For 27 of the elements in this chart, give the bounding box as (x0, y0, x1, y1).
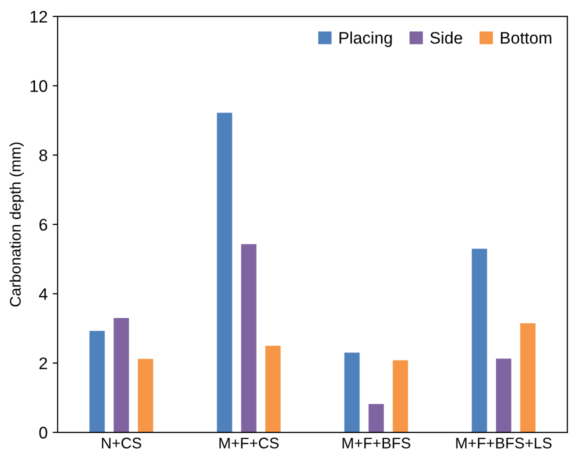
legend-label: Placing (340, 32, 392, 48)
bar (496, 358, 512, 432)
bar (344, 352, 360, 432)
y-tick-label: 4 (38, 288, 48, 300)
bar (241, 244, 256, 432)
x-tick-label: M+F+BFS+LS (456, 438, 552, 448)
y-axis-title: Carbonation depth (mm) (10, 142, 24, 306)
bar (89, 330, 105, 432)
x-tick-label: M+F+BFS (342, 438, 410, 448)
bar (368, 404, 384, 432)
y-tick-label: 12 (30, 10, 48, 22)
legend-label: Bottom (500, 32, 552, 44)
y-tick-label: 6 (39, 218, 48, 231)
bar (392, 360, 408, 432)
bar (216, 112, 232, 432)
y-tick-label: 0 (39, 426, 48, 439)
bar (138, 358, 154, 432)
bar (520, 323, 536, 432)
x-tick-label: N+CS (102, 438, 142, 448)
bar (114, 318, 129, 432)
y-tick-label: 8 (39, 150, 48, 162)
y-tick-label: 2 (39, 357, 48, 370)
y-tick-label: 10 (30, 80, 48, 92)
bar (265, 346, 281, 432)
legend-label: Side (430, 32, 462, 44)
bar (472, 248, 488, 432)
x-tick-label: M+F+CS (219, 438, 279, 448)
